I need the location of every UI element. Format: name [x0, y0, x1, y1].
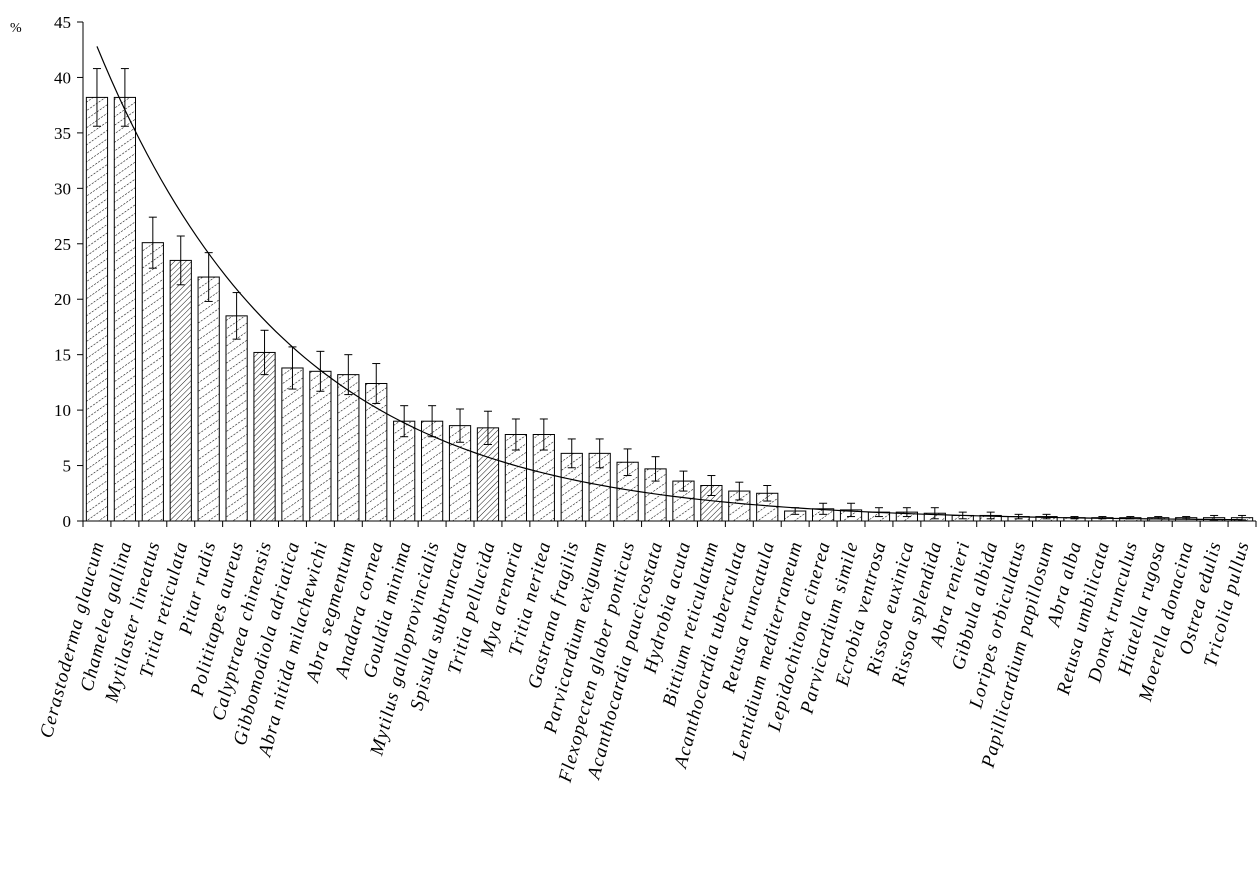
error-bar: [567, 438, 576, 469]
error-bar: [260, 329, 269, 376]
bar: [337, 374, 360, 522]
error-bar: [316, 350, 325, 392]
error-bar: [483, 410, 492, 445]
bar: [309, 370, 332, 522]
bar: [85, 96, 109, 522]
bar: [281, 367, 304, 522]
y-tick-label: 10: [54, 401, 71, 420]
error-bar: [902, 507, 911, 518]
error-bar: [679, 470, 688, 492]
error-bar: [847, 502, 856, 518]
error-bar: [763, 485, 772, 502]
y-tick-label: 20: [54, 290, 71, 309]
bar: [113, 96, 137, 522]
error-bar: [176, 235, 185, 286]
y-tick-label: 15: [54, 346, 71, 365]
trend-line: [96, 46, 1243, 521]
error-bar: [372, 363, 381, 404]
error-bar: [456, 408, 465, 443]
error-bar: [623, 448, 632, 477]
bar: [365, 382, 388, 522]
y-tick-label: 5: [63, 457, 72, 476]
bar: [253, 351, 276, 522]
error-bars: [92, 68, 1247, 521]
bar: [225, 315, 248, 522]
bars: [85, 96, 1254, 522]
y-tick-label: 30: [54, 179, 71, 198]
error-bar: [986, 511, 995, 520]
bar: [197, 276, 220, 522]
y-tick-label: 45: [54, 13, 71, 32]
error-bar: [651, 456, 660, 482]
error-bar: [92, 68, 101, 127]
error-bar: [735, 481, 744, 501]
bar: [141, 242, 164, 522]
error-bar: [595, 438, 604, 469]
y-tick-label: 25: [54, 235, 71, 254]
y-tick-label: 35: [54, 124, 71, 143]
error-bar: [148, 216, 157, 269]
error-bar: [539, 418, 548, 451]
error-bar: [707, 475, 716, 496]
error-bar: [930, 507, 939, 520]
error-bar: [120, 68, 129, 127]
bar: [169, 259, 192, 522]
error-bar: [344, 354, 353, 396]
error-bar: [400, 405, 409, 438]
y-axis: 0 5 10 15 20 25 30 35 40 45: [54, 13, 84, 531]
y-axis-label: %: [10, 21, 22, 36]
error-bar: [819, 502, 828, 515]
error-bar: [1042, 513, 1051, 520]
y-tick-label: 40: [54, 68, 71, 87]
y-tick-label: 0: [63, 512, 72, 531]
error-bar: [511, 418, 520, 451]
